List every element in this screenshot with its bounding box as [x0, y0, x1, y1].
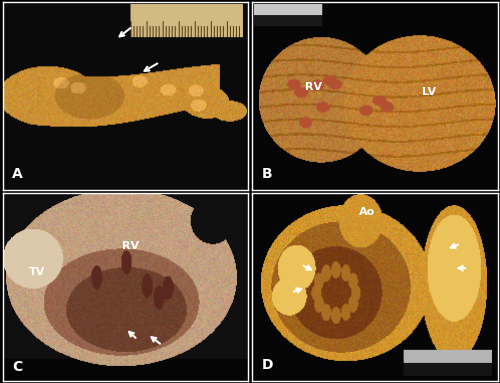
Text: RV: RV: [304, 82, 322, 92]
Text: Ao: Ao: [359, 207, 376, 217]
Text: D: D: [262, 358, 273, 372]
Text: LV: LV: [422, 87, 436, 97]
Text: A: A: [12, 167, 23, 181]
Text: RV: RV: [122, 241, 139, 250]
Text: B: B: [262, 167, 272, 181]
Text: TV: TV: [28, 267, 45, 277]
Text: C: C: [12, 360, 22, 373]
